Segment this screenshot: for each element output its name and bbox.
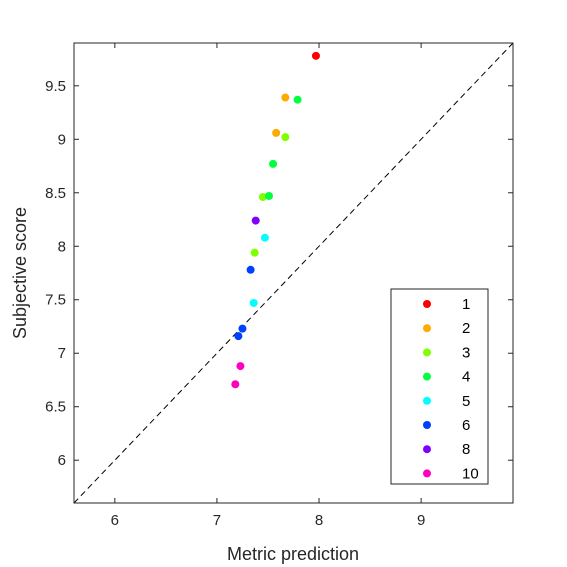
y-tick-label: 9.5 bbox=[45, 78, 66, 95]
legend-box bbox=[390, 288, 489, 485]
legend-label-10: 10 bbox=[462, 465, 479, 482]
y-axis-ticks: 6 6.5 7 7.5 8 8.5 9 9.5 bbox=[45, 78, 513, 469]
legend-label-6: 6 bbox=[462, 417, 470, 434]
y-tick-label: 8.5 bbox=[45, 185, 66, 202]
legend-marker-3 bbox=[423, 348, 431, 357]
y-axis-title: Subjective score bbox=[10, 207, 30, 339]
legend-items: 1 2 3 4 5 6 8 10 bbox=[423, 296, 479, 482]
legend-marker-2 bbox=[423, 324, 431, 333]
x-tick-label: 6 bbox=[111, 512, 119, 529]
legend-label-1: 1 bbox=[462, 296, 470, 313]
data-point-series-10 bbox=[231, 380, 240, 389]
data-point-series-6 bbox=[238, 324, 247, 333]
data-points bbox=[231, 51, 320, 389]
legend-label-3: 3 bbox=[462, 344, 470, 361]
data-point-series-2 bbox=[281, 93, 290, 102]
data-point-series-8 bbox=[251, 216, 260, 225]
legend-marker-8 bbox=[423, 445, 431, 454]
legend-marker-4 bbox=[423, 372, 431, 381]
y-tick-label: 7 bbox=[58, 345, 66, 362]
legend: 1 2 3 4 5 6 8 10 bbox=[390, 288, 489, 485]
x-tick-label: 8 bbox=[315, 512, 323, 529]
data-point-series-3 bbox=[281, 133, 290, 142]
data-point-series-3 bbox=[258, 193, 267, 202]
legend-marker-10 bbox=[423, 469, 431, 478]
data-point-series-5 bbox=[249, 298, 258, 307]
data-point-series-10 bbox=[236, 362, 245, 371]
legend-marker-6 bbox=[423, 421, 431, 429]
legend-label-8: 8 bbox=[462, 441, 470, 458]
data-point-series-4 bbox=[293, 95, 302, 104]
x-tick-label: 7 bbox=[213, 512, 221, 529]
y-tick-label: 7.5 bbox=[45, 292, 66, 309]
data-point-series-5 bbox=[260, 233, 269, 242]
data-point-series-4 bbox=[264, 191, 273, 200]
legend-marker-1 bbox=[423, 300, 431, 308]
x-axis-title: Metric prediction bbox=[227, 544, 359, 564]
y-tick-label: 6 bbox=[58, 452, 66, 469]
plot-frame bbox=[73, 42, 514, 504]
y-tick-label: 8 bbox=[58, 238, 66, 255]
legend-marker-5 bbox=[423, 396, 431, 405]
x-axis-ticks: 6 7 8 9 bbox=[111, 43, 425, 529]
legend-label-5: 5 bbox=[462, 393, 470, 410]
y-tick-label: 9 bbox=[58, 131, 66, 148]
data-point-series-6 bbox=[246, 265, 255, 274]
x-tick-label: 9 bbox=[417, 512, 425, 529]
data-point-series-4 bbox=[269, 159, 278, 168]
legend-label-4: 4 bbox=[462, 369, 470, 386]
data-point-series-2 bbox=[272, 128, 281, 137]
legend-label-2: 2 bbox=[462, 320, 470, 337]
y-tick-label: 6.5 bbox=[45, 399, 66, 416]
data-point-series-6 bbox=[234, 332, 243, 341]
data-point-series-1 bbox=[311, 51, 320, 60]
identity-reference-line bbox=[73, 42, 514, 504]
data-point-series-3 bbox=[250, 248, 259, 257]
